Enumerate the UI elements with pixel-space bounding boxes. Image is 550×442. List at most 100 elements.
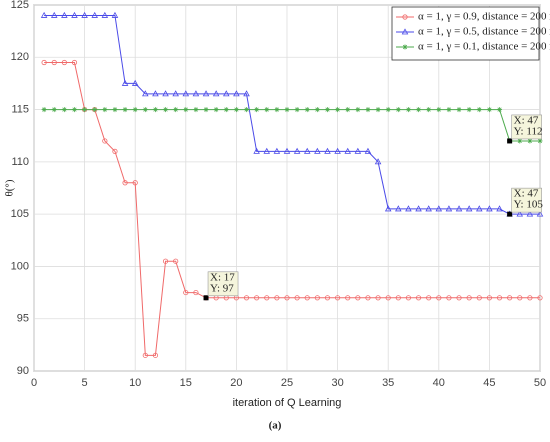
marker [243, 90, 250, 97]
marker [131, 79, 139, 86]
marker [293, 147, 301, 154]
marker [375, 107, 381, 113]
marker [314, 295, 320, 301]
marker [354, 147, 362, 154]
marker [324, 147, 331, 154]
marker [517, 138, 523, 144]
marker [102, 107, 108, 113]
marker [497, 107, 503, 113]
marker [243, 295, 250, 301]
marker [193, 289, 199, 296]
marker [294, 295, 300, 301]
y-axis-label: θ(°) [4, 179, 16, 196]
y-tick-label: 110 [11, 156, 29, 168]
marker [364, 147, 372, 154]
x-tick-label: 0 [31, 377, 37, 389]
marker [303, 147, 311, 154]
marker [486, 205, 493, 212]
marker [294, 107, 300, 113]
marker [284, 107, 290, 113]
marker [112, 107, 118, 113]
x-tick-label: 10 [129, 377, 141, 389]
marker [182, 90, 190, 97]
datatip-point [203, 295, 209, 301]
marker [374, 158, 382, 165]
marker [264, 295, 270, 301]
marker [223, 107, 229, 113]
legend-label: α = 1, γ = 0.9, distance = 200 m [418, 11, 550, 23]
datatip-box [207, 271, 239, 297]
x-tick-label: 45 [483, 377, 495, 389]
marker [152, 107, 158, 113]
marker [274, 295, 280, 301]
marker [537, 295, 543, 301]
marker [61, 59, 67, 66]
datatip-text: Y: 97 [210, 282, 234, 294]
marker [445, 205, 453, 212]
marker [91, 11, 98, 18]
marker [314, 147, 321, 154]
marker [122, 107, 128, 113]
marker [71, 107, 77, 113]
marker [71, 11, 78, 18]
marker [162, 258, 169, 264]
marker [425, 205, 432, 212]
marker [40, 11, 48, 18]
marker [82, 107, 88, 113]
marker [324, 107, 330, 113]
marker [526, 210, 534, 217]
datatip-box [511, 187, 542, 213]
marker [395, 205, 402, 212]
marker [537, 138, 543, 144]
legend-box [391, 6, 540, 61]
marker [402, 14, 408, 20]
marker [183, 107, 189, 113]
marker [61, 11, 68, 18]
marker [401, 28, 409, 35]
series-line [44, 62, 540, 356]
x-axis-label: iteration of Q Learning [233, 397, 342, 409]
marker [304, 107, 310, 113]
marker [172, 90, 179, 97]
marker [355, 107, 361, 113]
marker [284, 295, 290, 301]
marker [517, 295, 523, 301]
y-tick-label: 95 [17, 313, 29, 325]
marker [476, 205, 483, 212]
marker [92, 107, 98, 113]
marker [314, 107, 320, 113]
marker [304, 295, 310, 301]
marker [71, 59, 78, 66]
marker [41, 59, 47, 66]
datatip-point [507, 138, 513, 144]
marker [375, 295, 381, 301]
marker [101, 11, 109, 18]
marker [355, 295, 361, 301]
marker [142, 90, 149, 97]
marker [163, 107, 169, 113]
marker [274, 107, 280, 113]
marker [112, 148, 118, 154]
x-tick-label: 40 [433, 377, 445, 389]
marker [193, 107, 199, 113]
marker [223, 90, 230, 97]
marker [345, 107, 351, 113]
x-tick-label: 35 [382, 377, 394, 389]
y-tick-label: 120 [11, 51, 29, 63]
datatip-text: Y: 112 [514, 125, 543, 137]
marker [41, 107, 47, 113]
marker [405, 295, 412, 301]
marker [466, 295, 472, 301]
marker [426, 295, 432, 301]
marker [476, 295, 482, 301]
datatip-box [511, 114, 542, 140]
marker [152, 90, 159, 97]
marker [527, 138, 533, 144]
x-tick-label: 20 [230, 377, 242, 389]
marker [516, 210, 524, 217]
y-tick-label: 90 [17, 365, 29, 377]
marker [324, 295, 331, 301]
marker [283, 147, 291, 154]
datatip-text: X: 17 [210, 271, 235, 283]
marker [486, 107, 492, 113]
